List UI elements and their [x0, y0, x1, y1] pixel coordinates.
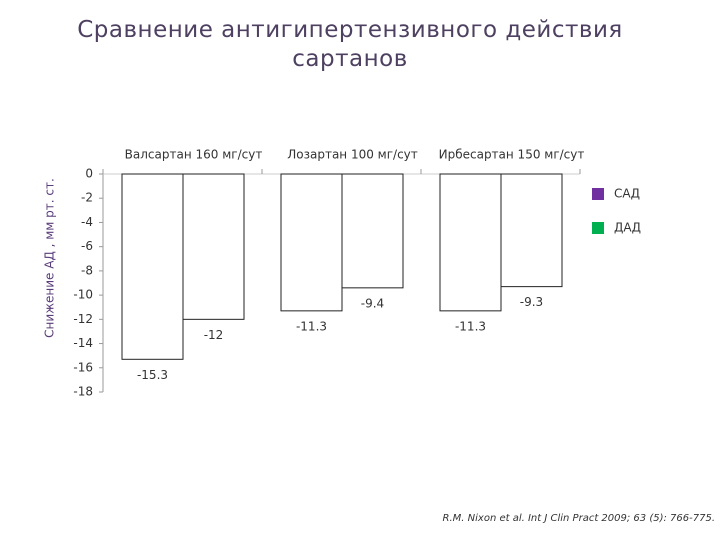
bar — [121, 173, 184, 360]
legend-swatch — [592, 222, 604, 234]
y-tick-label: -16 — [73, 360, 93, 374]
legend-swatch — [592, 188, 604, 200]
category-label: Валсартан 160 мг/сут — [125, 148, 263, 162]
y-tick-label: -4 — [81, 215, 93, 229]
bar — [280, 173, 343, 312]
category-label: Лозартан 100 мг/сут — [287, 148, 418, 162]
bar — [341, 173, 404, 289]
y-tick-label: -8 — [81, 263, 93, 277]
data-label: -9.3 — [520, 295, 543, 309]
source: R.M. Nixon et al. Int J Clin Pract 2009;… — [443, 513, 715, 524]
bar — [182, 173, 245, 320]
y-axis-label: Снижение АД , мм рт. ст. — [43, 178, 57, 338]
data-label: -15.3 — [137, 368, 168, 382]
data-label: -9.4 — [361, 296, 384, 310]
legend-label: САД — [614, 187, 640, 201]
data-label: -11.3 — [455, 319, 486, 333]
data-label: -12 — [204, 328, 224, 342]
y-tick-label: -10 — [73, 288, 93, 302]
y-tick-label: -6 — [81, 239, 93, 253]
y-tick-label: 0 — [85, 167, 93, 181]
bar — [500, 173, 563, 288]
bar — [439, 173, 502, 312]
y-tick-label: -14 — [73, 336, 93, 350]
category-label: Ирбесартан 150 мг/сут — [439, 148, 585, 162]
data-label: -11.3 — [296, 319, 327, 333]
chart-title: Сравнение антигипертензивного действия с… — [77, 17, 623, 72]
y-tick-label: -2 — [81, 191, 93, 205]
legend-label: ДАД — [614, 221, 641, 235]
y-tick-label: -18 — [73, 385, 93, 399]
y-tick-label: -12 — [73, 312, 93, 326]
